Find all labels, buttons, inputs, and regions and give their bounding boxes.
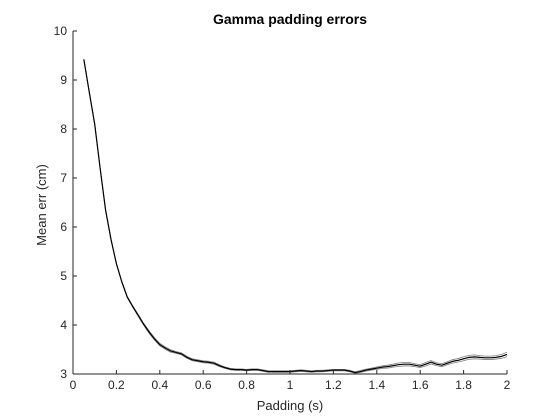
x-tick-label: 0 (70, 378, 77, 392)
x-tick-label: 0.8 (238, 378, 255, 392)
x-axis-label: Padding (s) (257, 398, 323, 413)
error-band-layer (83, 58, 508, 374)
series-line-layer (83, 59, 508, 374)
x-tick-label: 1 (287, 378, 294, 392)
error-band-lower (83, 59, 508, 374)
x-tick-label: 1.2 (325, 378, 342, 392)
x-tick-label: 0.6 (195, 378, 212, 392)
x-tick-label: 0.4 (151, 378, 168, 392)
x-tick-label: 2 (504, 378, 511, 392)
y-tick-label: 10 (54, 24, 68, 38)
y-tick-label: 8 (60, 122, 67, 136)
y-tick-layer: 3 4 5 6 7 8 9 10 (54, 24, 77, 381)
x-tick-layer: 0 0.2 0.4 0.6 0.8 1 1.2 1.4 1.6 1.8 2 (70, 370, 511, 392)
mean-error-line (83, 59, 508, 374)
y-tick-label: 3 (60, 367, 67, 381)
x-tick-label: 1.6 (412, 378, 429, 392)
chart-title: Gamma padding errors (213, 11, 367, 27)
error-band-upper (83, 58, 508, 373)
y-tick-label: 7 (60, 171, 67, 185)
x-tick-label: 1.4 (368, 378, 385, 392)
x-tick-label: 1.8 (455, 378, 472, 392)
y-tick-label: 4 (60, 318, 67, 332)
x-tick-label: 0.2 (108, 378, 125, 392)
y-tick-label: 6 (60, 220, 67, 234)
y-tick-label: 5 (60, 269, 67, 283)
axes-layer (72, 31, 507, 375)
y-tick-label: 9 (60, 73, 67, 87)
y-axis-label: Mean err (cm) (34, 164, 49, 246)
